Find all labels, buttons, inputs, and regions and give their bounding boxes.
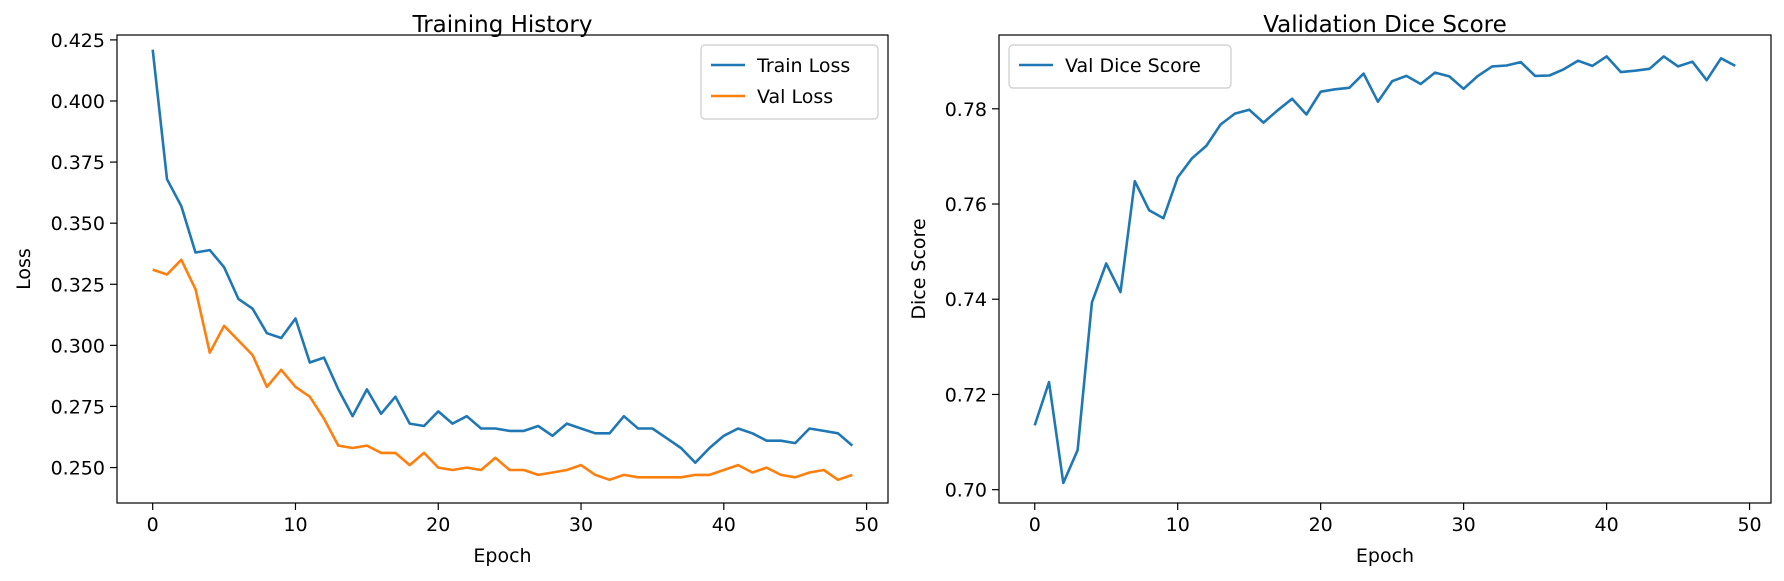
- y-tick-label: 0.325: [51, 274, 105, 296]
- chart-title: Validation Dice Score: [1263, 12, 1507, 38]
- legend: Train Loss Val Loss: [700, 44, 879, 120]
- y-tick-label: 0.400: [51, 91, 105, 113]
- y-tick-label: 0.375: [51, 152, 105, 174]
- series-line: [152, 258, 853, 482]
- y-tick-label: 0.425: [51, 30, 105, 52]
- y-tick-label: 0.72: [945, 384, 987, 406]
- legend-label: Train Loss: [756, 55, 850, 77]
- y-tick-label: 0.250: [51, 458, 105, 480]
- chart-title: Training History: [412, 12, 593, 38]
- y-axis-label: Dice Score: [908, 218, 930, 319]
- y-tick-label: 0.300: [51, 335, 105, 357]
- y-tick-label: 0.350: [51, 213, 105, 235]
- y-tick-label: 0.70: [945, 480, 987, 502]
- x-axis-label: Epoch: [473, 545, 531, 567]
- y-tick-label: 0.74: [945, 289, 987, 311]
- x-tick-label: 0: [1029, 514, 1041, 536]
- plot-frame: [998, 34, 1772, 504]
- x-axis-label: Epoch: [1356, 545, 1414, 567]
- training-history-chart: Training History Epoch Loss 0 10 20 30 40 500…: [13, 12, 889, 567]
- series-line: [151, 49, 854, 465]
- x-tick-label: 10: [1166, 514, 1190, 536]
- tick-group: 0 10 20 30 40 50 0.250 0.275 0.300 0.325 0.350 0.37…: [51, 30, 879, 536]
- x-tick-label: 20: [1309, 514, 1333, 536]
- x-tick-label: 50: [854, 514, 878, 536]
- series-group: [151, 49, 854, 482]
- legend-box: [1008, 44, 1232, 89]
- y-tick-label: 0.76: [945, 194, 987, 216]
- validation-dice-chart: Validation Dice Score Epoch Dice Score 0…: [908, 12, 1772, 567]
- y-axis-label: Loss: [13, 248, 35, 290]
- y-tick-label: 0.275: [51, 396, 105, 418]
- legend-label: Val Dice Score: [1065, 55, 1201, 77]
- x-tick-label: 40: [712, 514, 736, 536]
- y-tick-label: 0.78: [945, 99, 987, 121]
- x-tick-label: 40: [1594, 514, 1618, 536]
- x-tick-label: 30: [569, 514, 593, 536]
- x-tick-label: 10: [283, 514, 307, 536]
- plot-frame: [116, 34, 889, 504]
- series-group: [1033, 55, 1736, 485]
- legend-label: Val Loss: [757, 86, 833, 108]
- legend: Val Dice Score: [1008, 44, 1232, 89]
- x-tick-label: 20: [426, 514, 450, 536]
- legend-box: [700, 44, 879, 120]
- x-tick-label: 0: [147, 514, 159, 536]
- tick-group: 0 10 20 30 40 50 0.70 0.72 0.74 0.76 0.78: [945, 99, 1762, 536]
- x-tick-label: 30: [1452, 514, 1476, 536]
- x-tick-label: 50: [1737, 514, 1761, 536]
- series-line: [1033, 55, 1736, 485]
